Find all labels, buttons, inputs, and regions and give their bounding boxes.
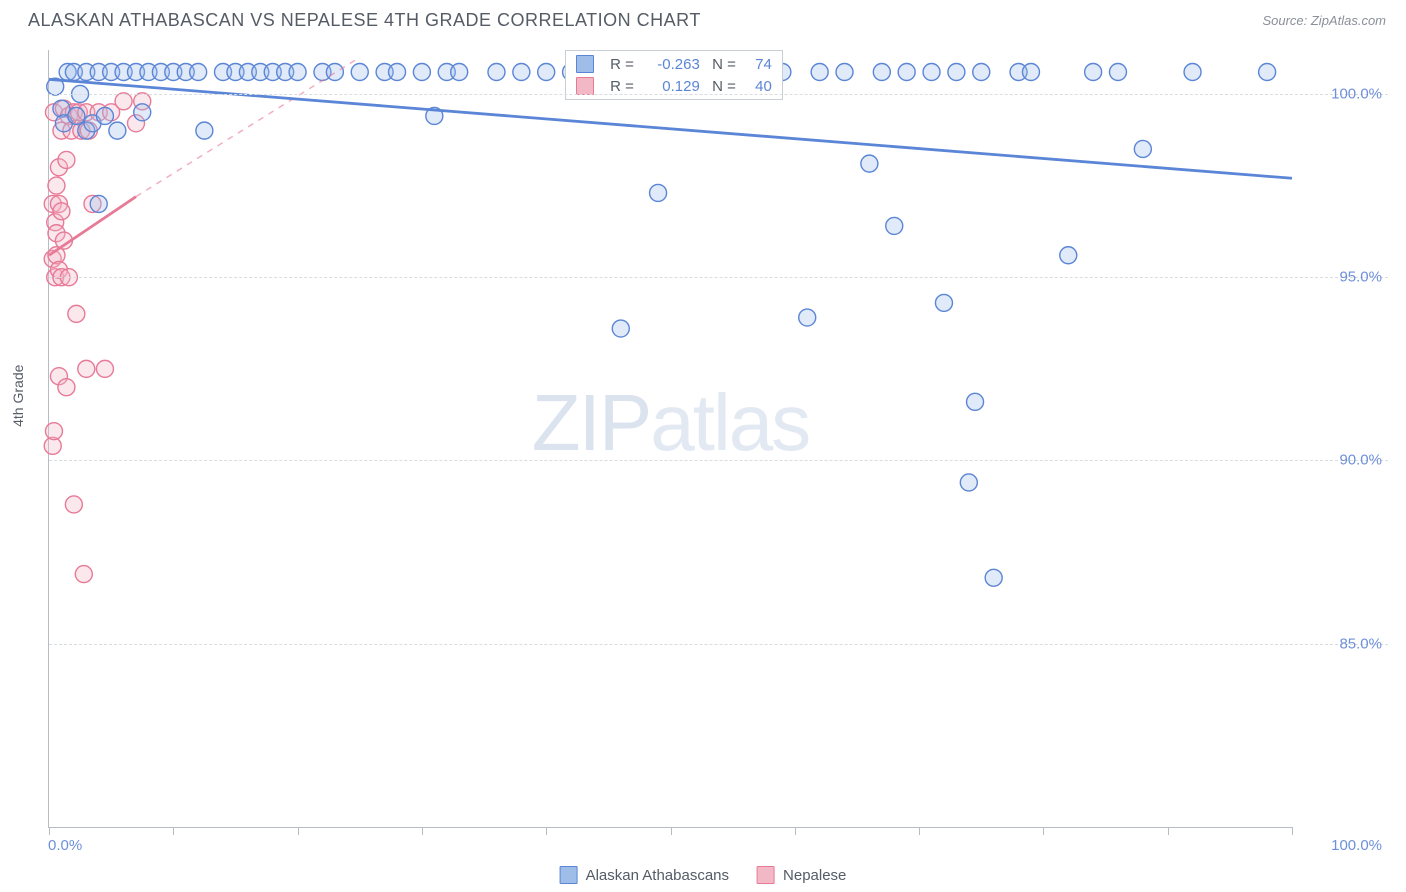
stats-n-label-1: N = (704, 56, 738, 73)
chart-header: ALASKAN ATHABASCAN VS NEPALESE 4TH GRADE… (0, 0, 1406, 39)
y-tick-label: 95.0% (1339, 269, 1382, 286)
stats-n-label-2: N = (704, 78, 738, 95)
stats-swatch-nepalese (576, 77, 594, 95)
legend-swatch-athabascan (560, 866, 578, 884)
legend-item-athabascan: Alaskan Athabascans (560, 866, 729, 884)
y-tick-label: 100.0% (1331, 85, 1382, 102)
bottom-legend: Alaskan Athabascans Nepalese (560, 866, 847, 884)
chart-source: Source: ZipAtlas.com (1262, 13, 1386, 28)
x-axis-label-max: 100.0% (1331, 837, 1382, 854)
stats-n-value-1: 74 (742, 56, 772, 73)
legend-label-nepalese: Nepalese (783, 867, 846, 884)
y-tick-label: 90.0% (1339, 452, 1382, 469)
chart-area: 4th Grade ZIPatlas R = -0.263 N = 74 R =… (40, 50, 1388, 850)
stats-box: R = -0.263 N = 74 R = 0.129 N = 40 (565, 50, 783, 100)
stats-r-label-1: R = (602, 56, 636, 73)
stats-r-value-2: 0.129 (640, 78, 700, 95)
legend-item-nepalese: Nepalese (757, 866, 846, 884)
stats-r-label-2: R = (602, 78, 636, 95)
x-axis-label-min: 0.0% (48, 837, 82, 854)
legend-label-athabascan: Alaskan Athabascans (586, 867, 729, 884)
y-tick-label: 85.0% (1339, 635, 1382, 652)
legend-swatch-nepalese (757, 866, 775, 884)
plot-svg (49, 50, 1292, 827)
plot-region: ZIPatlas R = -0.263 N = 74 R = 0.129 N =… (48, 50, 1292, 828)
stats-swatch-athabascan (576, 55, 594, 73)
stats-r-value-1: -0.263 (640, 56, 700, 73)
chart-title: ALASKAN ATHABASCAN VS NEPALESE 4TH GRADE… (28, 10, 701, 31)
stats-n-value-2: 40 (742, 78, 772, 95)
y-axis-title: 4th Grade (10, 365, 26, 427)
